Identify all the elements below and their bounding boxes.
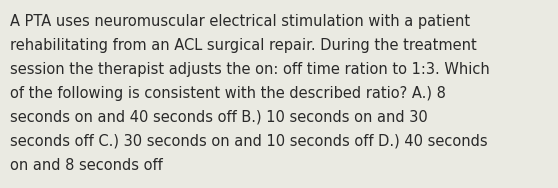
Text: seconds off C.) 30 seconds on and 10 seconds off D.) 40 seconds: seconds off C.) 30 seconds on and 10 sec… xyxy=(10,134,488,149)
Text: seconds on and 40 seconds off B.) 10 seconds on and 30: seconds on and 40 seconds off B.) 10 sec… xyxy=(10,110,428,125)
Text: session the therapist adjusts the on: off time ration to 1:3. Which: session the therapist adjusts the on: of… xyxy=(10,62,490,77)
Text: A PTA uses neuromuscular electrical stimulation with a patient: A PTA uses neuromuscular electrical stim… xyxy=(10,14,470,29)
Text: of the following is consistent with the described ratio? A.) 8: of the following is consistent with the … xyxy=(10,86,446,101)
Text: rehabilitating from an ACL surgical repair. During the treatment: rehabilitating from an ACL surgical repa… xyxy=(10,38,477,53)
Text: on and 8 seconds off: on and 8 seconds off xyxy=(10,158,163,173)
